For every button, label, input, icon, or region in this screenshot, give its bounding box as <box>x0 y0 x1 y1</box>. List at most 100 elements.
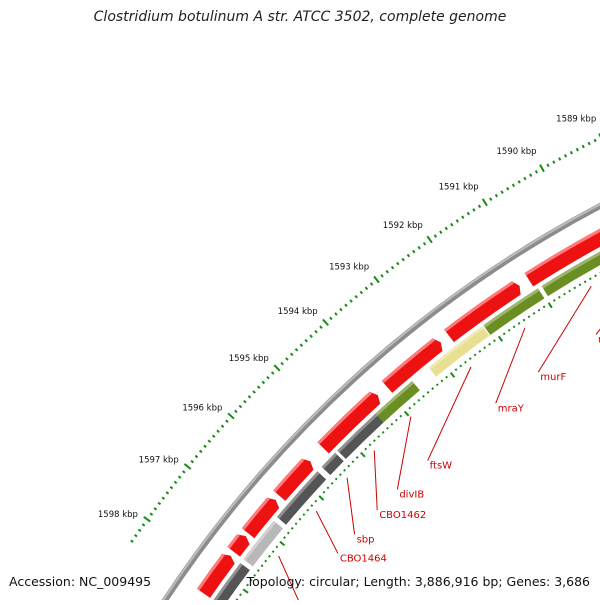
forward-cds-arrow <box>241 497 280 539</box>
inner-scale-tick <box>568 289 571 293</box>
reverse-feature-highlight <box>213 562 243 602</box>
scale-tick-minor <box>450 222 454 227</box>
scale-tick-label: 1592 kbp <box>383 221 423 231</box>
scale-tick-minor <box>569 150 574 155</box>
inner-scale-tick <box>449 371 456 378</box>
reverse-feature-highlight <box>337 413 378 453</box>
scale-tick-minor <box>552 160 556 164</box>
gene-label-divib: divIB <box>399 489 424 500</box>
inner-scale-tick <box>368 443 372 447</box>
inner-scale-tick <box>360 451 366 458</box>
scale-tick-minor <box>141 523 146 527</box>
inner-scale-tick <box>412 402 416 406</box>
inner-scale-tick <box>283 536 286 539</box>
leader-line <box>396 416 412 490</box>
inner-scale-tick <box>527 315 531 319</box>
scale-tick-label: 1598 kbp <box>98 510 138 520</box>
scale-tick-major <box>183 463 192 470</box>
inner-scale-tick <box>537 308 541 312</box>
leader-line <box>373 450 378 510</box>
scale-tick-minor <box>472 208 476 212</box>
inner-scale-tick <box>326 486 330 490</box>
inner-scale-tick <box>343 468 346 472</box>
scale-tick-minor <box>270 371 275 375</box>
scale-tick-minor <box>344 303 348 308</box>
inner-scale-tick <box>399 414 403 418</box>
inner-scale-tick <box>314 499 318 503</box>
scale-tick-minor <box>161 496 166 500</box>
scale-tick-minor <box>369 282 374 286</box>
forward-cds-arrow <box>196 554 235 598</box>
inner-scale-tick <box>242 588 249 594</box>
scale-tick-major <box>273 364 281 372</box>
scale-tick-minor <box>198 449 203 454</box>
inner-scale-tick <box>253 573 257 577</box>
scale-tick-minor <box>494 193 499 198</box>
reverse-feature-box <box>541 251 600 297</box>
scale-tick-minor <box>334 312 338 316</box>
scale-tick-label: 1597 kbp <box>139 456 179 466</box>
scale-tick-minor <box>506 186 510 191</box>
scale-tick-minor <box>523 176 527 181</box>
reverse-feature-box <box>321 452 344 476</box>
scale-tick-minor <box>261 380 266 385</box>
reverse-feature-highlight <box>243 520 277 561</box>
inner-scale-tick <box>249 578 253 582</box>
scale-tick-minor <box>299 343 304 347</box>
scale-ticks-minor <box>130 138 597 543</box>
inner-scale-tick <box>440 379 444 383</box>
genome-summary-text: Topology: circular; Length: 3,886,916 bp… <box>246 574 590 589</box>
scale-tick-minor <box>385 269 389 274</box>
scale-tick-minor <box>575 147 579 152</box>
inner-scale-tick <box>547 302 553 309</box>
inner-scale-tick <box>334 477 338 481</box>
forward-cds-arrow <box>444 281 521 343</box>
scale-tick-minor <box>412 249 416 254</box>
inner-scale-tick <box>246 583 249 587</box>
inner-scale-tick <box>473 353 477 357</box>
accession-text: Accession: NC_009495 <box>9 574 152 589</box>
scale-tick-minor <box>234 409 238 414</box>
inner-scale-tick <box>386 426 389 430</box>
inner-scale-tick <box>594 274 597 278</box>
reverse-feature-box <box>428 325 490 377</box>
reverse-feature-highlight <box>375 381 415 416</box>
inner-scale-tick <box>381 430 385 434</box>
gene-labels: murEmurFmraYftsWdivIBCBO1462sbpCBO1464CB… <box>301 335 600 605</box>
scale-tick-minor <box>529 173 533 177</box>
reverse-feature-box <box>276 471 327 525</box>
forward-cds-highlight <box>196 553 225 591</box>
inner-scale-tick <box>532 312 536 315</box>
scale-tick-minor <box>304 338 308 343</box>
scale-tick-minor <box>433 234 438 238</box>
inner-scale-tick <box>264 559 268 563</box>
inner-scale-tick <box>454 368 458 372</box>
scale-tick-label: 1590 kbp <box>497 147 537 157</box>
scale-tick-major <box>539 164 545 173</box>
forward-cds-arrow <box>273 458 314 501</box>
scale-tick-minor <box>177 475 182 479</box>
inner-scale-tick <box>302 513 306 517</box>
scale-ticks-major <box>143 133 600 523</box>
scale-tick-minor <box>517 180 521 184</box>
scale-tick-minor <box>422 241 427 246</box>
map-title: Clostridium botulinum A str. ATCC 3502, … <box>93 9 507 25</box>
leader-line <box>427 366 472 461</box>
scale-tick-major <box>322 318 329 327</box>
scale-tick-label: 1593 kbp <box>329 263 369 273</box>
gene-label-mure: murE <box>598 335 600 346</box>
scale-tick-minor <box>182 470 186 474</box>
leader-line <box>537 286 592 373</box>
gene-label-murf: murF <box>540 372 566 383</box>
reverse-feature-box <box>337 413 384 459</box>
scale-tick-minor <box>203 444 207 449</box>
scale-tick-minor <box>546 163 550 168</box>
inner-scale-tick <box>445 375 449 379</box>
inner-scale-tick <box>275 545 279 549</box>
scale-tick-minor <box>252 390 256 394</box>
scale-tick-minor <box>314 329 318 334</box>
inner-scale-tick <box>338 473 342 477</box>
scale-tick-minor <box>593 138 597 143</box>
